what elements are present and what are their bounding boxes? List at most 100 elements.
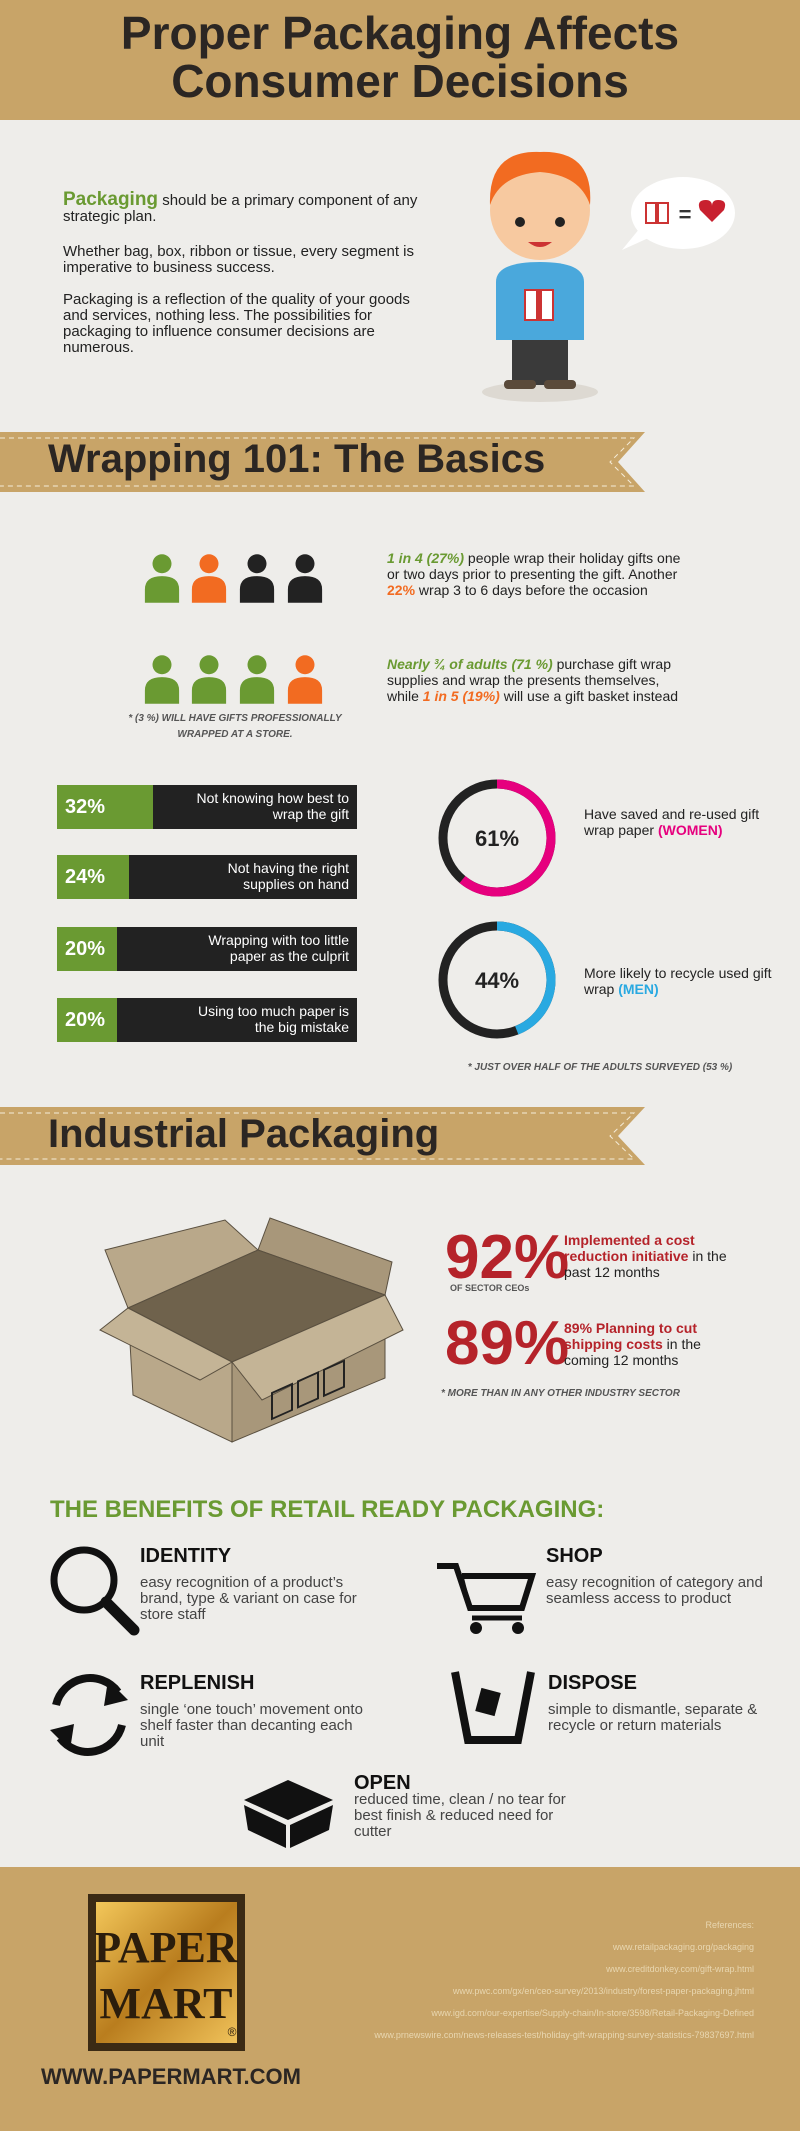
bar: 24% Not having the right supplies on hand [57,855,357,899]
person-icon [191,554,227,603]
benefit-text: easy recognition of category and seamles… [546,1574,763,1607]
bar-fill [57,927,117,971]
benefits-title: THE BENEFITS OF RETAIL READY PACKAGING: [50,1496,605,1523]
donut-label: 44% [475,968,519,993]
mouth [528,242,552,247]
bar-text: Wrapping with too little paper as the cu… [208,932,349,964]
benefit-heading: SHOP [546,1545,603,1567]
logo-text: MART [100,1979,233,2028]
reference: www.creditdonkey.com/gift-wrap.html [606,1964,754,1974]
bar-text: Using too much paper is the big mistake [198,1003,349,1035]
big-stat-sub: OF SECTOR CEOs [450,1283,530,1293]
bar-text: Not having the right supplies on hand [227,860,349,892]
url: WWW.PAPERMART.COM [41,2064,301,2089]
text: wrap 3 to 6 days before the occasion [415,582,648,598]
box-flap [99,1307,234,1381]
head [490,160,590,260]
cart-wheel [470,1622,482,1634]
highlight: 1 in 5 (19%) [422,688,500,704]
benefit-heading: DISPOSE [548,1672,637,1694]
person-icon [287,655,323,704]
section-title: Wrapping 101: The Basics [48,437,546,481]
open-box-side [244,1805,286,1848]
stat-text: Implemented a cost reduction initiative … [564,1232,734,1280]
bar-label: 32% [65,796,106,818]
person-icon [191,655,227,704]
reference: www.retailpackaging.org/packaging [612,1942,754,1952]
magnifier-icon [50,1546,118,1614]
intro-text: Whether bag, box, ribbon or tissue, ever… [63,243,415,276]
ribbon [0,432,645,492]
note: * MORE THAN IN ANY OTHER INDUSTRY SECTOR [441,1388,680,1399]
text: purchase gift wrap supplies and wrap the… [387,656,672,704]
benefit-text: simple to dismantle, separate & recycle … [548,1701,758,1734]
benefit-heading: REPLENISH [140,1672,255,1694]
header-band [0,0,800,120]
bar-fill [57,998,117,1042]
open-box-top [244,1780,333,1820]
legs [512,335,568,385]
person-icon [144,655,180,704]
person-icon [239,655,275,704]
bubble [631,177,735,249]
stat-text: 89% Planning to cut shipping costs in th… [564,1320,734,1368]
big-stat: 89% [445,1309,570,1378]
bar-fill [57,785,153,829]
title: Consumer Decisions [171,55,629,107]
highlight: Nearly ¾ of adults (71 %) [387,656,553,672]
highlight: 1 in 4 (27%) [387,550,465,566]
donut-text: Have saved and re-used gift wrap paper (… [584,806,774,838]
donut-arc [438,779,556,897]
references: References: www.retailpackaging.org/pack… [374,1914,754,2046]
gift-ribbon [536,290,542,320]
big-stat: 92% [445,1223,570,1292]
bar-label: 20% [65,938,106,960]
box-symbol [323,1359,345,1398]
arrowhead [104,1680,128,1706]
title: Proper Packaging Affects [120,7,680,59]
bin-icon [451,1671,535,1744]
bar: 20% Using too much paper is the big mista… [57,998,357,1042]
highlight: 22% [387,582,416,598]
highlight: 89% Planning to cut shipping costs [564,1320,698,1352]
bar-label: 20% [65,1009,106,1031]
logo-mark: ® [228,2025,237,2039]
cart-basket [460,1574,535,1610]
reference: www.igd.com/our-expertise/Supply-chain/I… [431,2008,754,2018]
benefit-text: easy recognition of a product’s brand, t… [140,1574,357,1623]
shoe [504,380,536,389]
highlight: Packaging [63,189,159,210]
hair [489,151,591,205]
bar-fill [57,855,129,899]
section-title: Industrial Packaging [48,1112,440,1156]
text: should be a primary component of any str… [63,192,418,225]
benefit-text: single ‘one touch’ movement onto shelf f… [140,1701,363,1750]
donut-label: 61% [475,826,519,851]
logo-panel [96,1902,237,2043]
cart-icon [437,1563,537,1611]
intro-text: Packaging is a reflection of the quality… [63,291,410,356]
bar-label: 24% [65,866,106,888]
benefit-text: reduced time, clean / no tear for best f… [354,1791,566,1840]
stitching [0,437,636,487]
highlight: Implemented a cost reduction initiative [564,1232,695,1264]
bin-item [475,1687,501,1717]
shoe [544,380,576,389]
person-icon [144,554,180,603]
note: * JUST OVER HALF OF THE ADULTS SURVEYED … [467,1062,733,1073]
box-symbol [297,1370,319,1409]
cart-wheel [512,1622,524,1634]
logo-text: PAPER [94,1923,239,1972]
eye [555,217,565,227]
highlight: (WOMEN) [657,822,723,838]
intro-text: Packaging should be a primary component … [63,189,433,225]
bar: 32% Not knowing how best to wrap the gift [57,785,357,829]
text: More likely to recycle used gift wrap [584,965,772,997]
person-icon [239,554,275,603]
stat-text: Nearly ¾ of adults (71 %) purchase gift … [387,656,687,704]
magnifier-handle [100,1596,140,1636]
heart [698,200,726,222]
bar: 20% Wrapping with too little paper as the… [57,927,357,971]
